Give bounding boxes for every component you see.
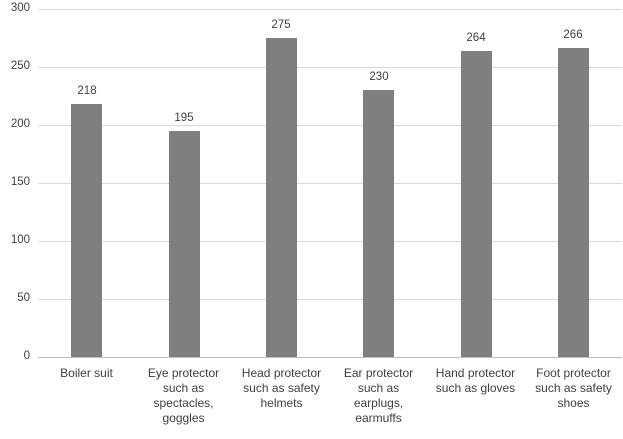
y-tick-label: 200 (10, 118, 30, 130)
y-tick-label: 250 (10, 60, 30, 72)
gridline (38, 299, 622, 300)
bar-value-label: 230 (369, 71, 389, 83)
gridline (38, 67, 622, 68)
bar (363, 90, 394, 357)
bar-value-label: 264 (466, 32, 486, 44)
gridline (38, 183, 622, 184)
bar (461, 51, 492, 357)
x-category-label: Hand protector such as gloves (435, 366, 516, 395)
y-tick-label: 150 (10, 176, 30, 188)
x-category-label: Head protector such as safety helmets (241, 366, 322, 410)
y-tick-label: 0 (23, 350, 30, 362)
x-category-label: Eye protector such as spectacles, goggle… (147, 366, 220, 425)
x-category-label: Foot protector such as safety shoes (535, 366, 612, 410)
x-category-label: Ear protector such as earplugs, earmuffs (343, 366, 414, 425)
y-tick-label: 300 (10, 2, 30, 14)
bar-value-label: 218 (77, 85, 97, 97)
y-tick-label: 50 (17, 292, 30, 304)
bar (71, 104, 102, 357)
gridline (38, 125, 622, 126)
bar-value-label: 275 (271, 19, 291, 31)
bar-value-label: 266 (563, 29, 583, 41)
bar (266, 38, 297, 357)
x-category-label: Boiler suit (60, 366, 113, 380)
bar (558, 48, 589, 357)
gridline (38, 9, 622, 10)
bar-value-label: 195 (174, 112, 194, 124)
bar (169, 131, 200, 357)
y-tick-label: 100 (10, 234, 30, 246)
x-axis-line (38, 357, 622, 358)
gridline (38, 241, 622, 242)
